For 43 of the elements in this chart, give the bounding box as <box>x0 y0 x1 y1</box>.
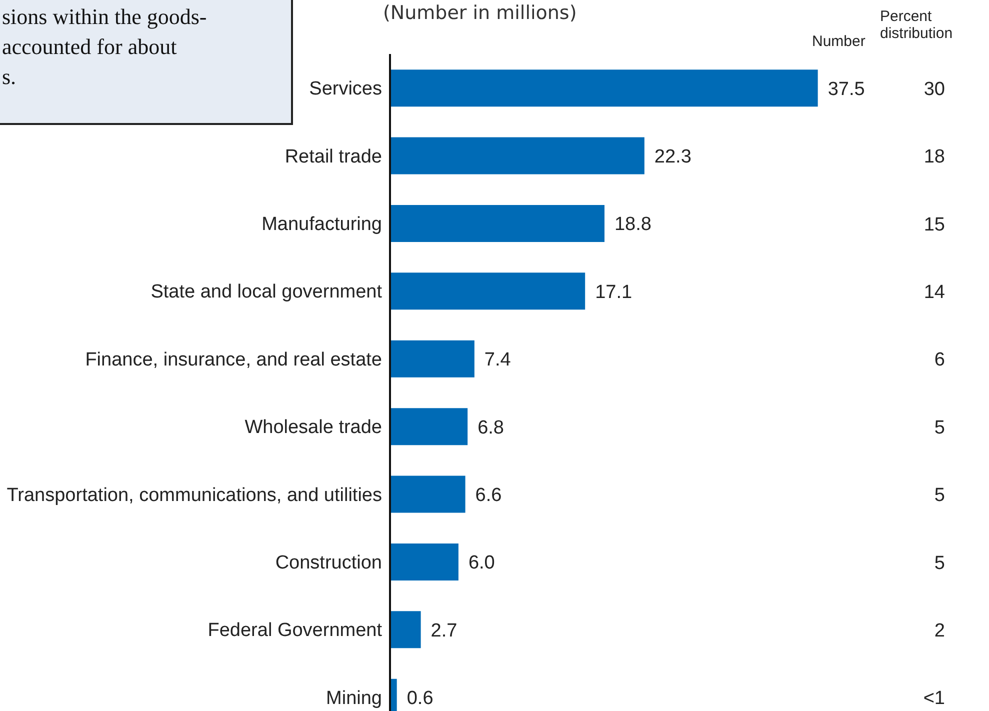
bar <box>390 543 458 580</box>
bar <box>390 476 466 513</box>
data-label: 17.1 <box>595 282 632 303</box>
y-tick-label: Mining <box>326 688 382 709</box>
y-tick-label: Wholesale trade <box>244 417 382 438</box>
text: Percent distribution <box>880 8 954 42</box>
bar <box>390 611 421 648</box>
text: 5 <box>934 485 945 506</box>
data-label: 18.8 <box>614 214 652 236</box>
text: sions within the goods- accounted for about s. <box>0 0 293 125</box>
bar <box>390 204 604 242</box>
data-label: 7.4 <box>484 350 512 371</box>
y-tick-label: Construction <box>275 552 382 574</box>
text: 6 <box>934 350 945 371</box>
y-tick-label: State and local government <box>150 282 383 303</box>
text: Number <box>812 33 866 50</box>
bar <box>390 70 818 107</box>
y-tick-label: Transportation, communications, and utilities <box>6 484 382 506</box>
data-label: 6.8 <box>478 417 504 438</box>
text: 18 <box>924 146 945 168</box>
data-label: 2.7 <box>430 620 458 642</box>
text: 14 <box>924 282 946 303</box>
bar <box>390 137 644 174</box>
text: 2 <box>934 620 945 642</box>
data-label: 6.0 <box>468 552 495 574</box>
bar <box>390 272 586 310</box>
text: 30 <box>924 78 945 100</box>
y-tick-label: Retail trade <box>284 146 382 168</box>
y-tick-label: Manufacturing <box>262 214 382 235</box>
text: <1 <box>923 688 945 710</box>
data-label: 6.6 <box>475 485 502 506</box>
y-tick-label: Services <box>309 78 382 100</box>
data-label: 37.5 <box>828 78 865 100</box>
chart-subtitle: (Number in millions) <box>383 2 577 24</box>
text: 15 <box>924 214 945 236</box>
text: 5 <box>934 552 945 574</box>
data-label: 22.3 <box>654 146 692 168</box>
data-label: 0.6 <box>406 688 434 710</box>
bar <box>390 340 474 378</box>
bar <box>390 408 468 446</box>
text: 5 <box>934 417 945 438</box>
y-tick-label: Finance, insurance, and real estate <box>85 349 382 370</box>
y-tick-label: Federal Government <box>208 620 383 642</box>
